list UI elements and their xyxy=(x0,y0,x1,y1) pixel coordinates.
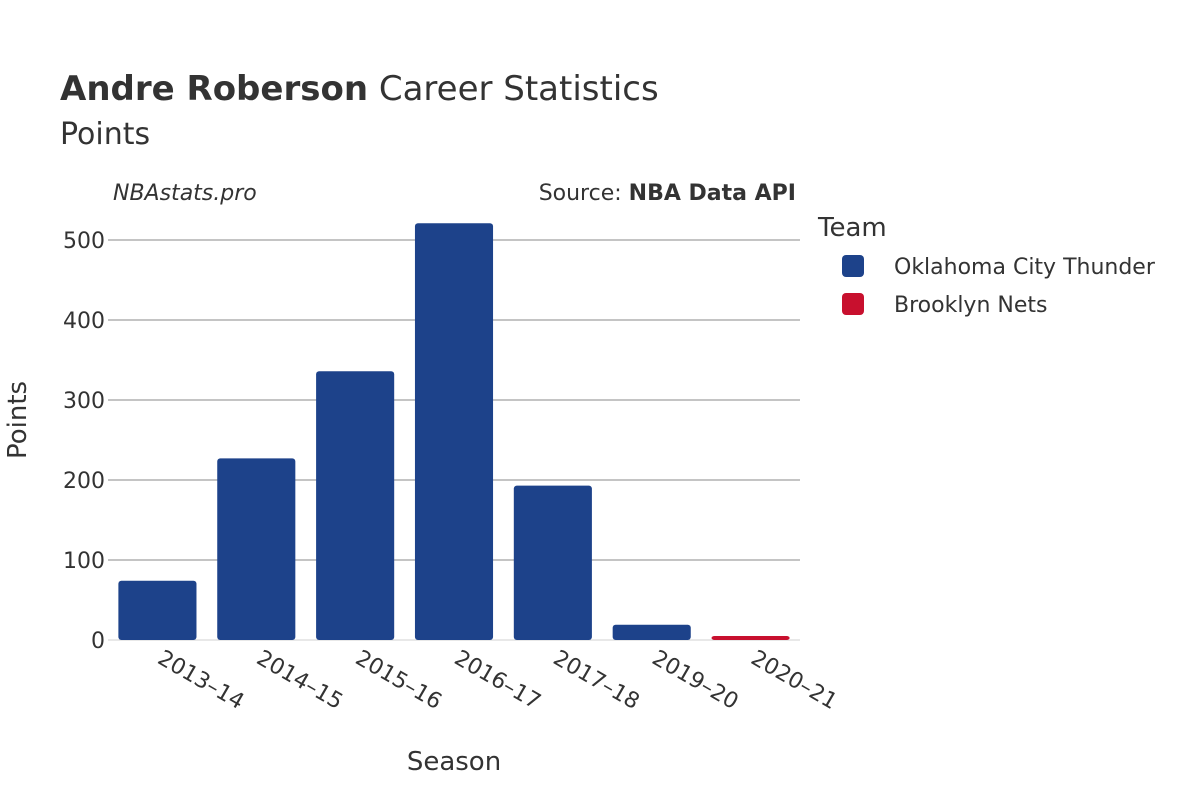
y-tick-label: 500 xyxy=(63,229,105,254)
y-tick-label: 0 xyxy=(91,629,105,654)
legend-title: Team xyxy=(817,213,887,243)
chart-title-rest: Career Statistics xyxy=(368,69,659,109)
x-tick-label: 2020–21 xyxy=(746,646,841,715)
legend-swatch xyxy=(842,293,864,315)
legend-swatch xyxy=(842,255,864,277)
site-credit: NBAstats.pro xyxy=(113,181,257,206)
y-axis-title: Points xyxy=(3,381,33,459)
legend-label: Brooklyn Nets xyxy=(894,293,1047,318)
x-tick-label: 2015–16 xyxy=(351,646,446,715)
y-tick-label: 200 xyxy=(63,469,105,494)
x-tick-label: 2017–18 xyxy=(549,646,644,715)
source-name: NBA Data API xyxy=(629,181,796,206)
x-tick-label: 2016–17 xyxy=(450,646,545,715)
x-tick-label: 2014–15 xyxy=(252,646,347,715)
chart-title-player: Andre Roberson xyxy=(60,69,368,109)
source-credit: Source: NBA Data API xyxy=(539,181,796,206)
chart-title: Andre Roberson Career Statistics xyxy=(60,69,659,109)
y-tick-label: 100 xyxy=(63,549,105,574)
bar xyxy=(118,580,197,640)
chart-subtitle: Points xyxy=(60,117,150,152)
legend: Oklahoma City Thunder Brooklyn Nets xyxy=(842,255,1156,318)
x-tick-labels: 2013–14 2014–15 2015–16 2016–17 2017–18 2019–… xyxy=(153,646,841,715)
bar xyxy=(217,458,296,640)
source-prefix: Source: xyxy=(539,181,629,206)
bar xyxy=(711,636,790,640)
y-tick-labels: 0 100 200 300 400 500 xyxy=(63,229,105,654)
x-tick-label: 2019–20 xyxy=(648,646,743,715)
legend-label: Oklahoma City Thunder xyxy=(894,255,1156,280)
bar xyxy=(316,371,395,640)
x-tick-label: 2013–14 xyxy=(153,646,248,715)
x-axis-title: Season xyxy=(407,747,501,777)
y-tick-label: 400 xyxy=(63,309,105,334)
bar xyxy=(513,485,592,640)
bar xyxy=(612,624,691,640)
y-tick-label: 300 xyxy=(63,389,105,414)
bars xyxy=(118,223,790,640)
bar xyxy=(414,223,494,640)
